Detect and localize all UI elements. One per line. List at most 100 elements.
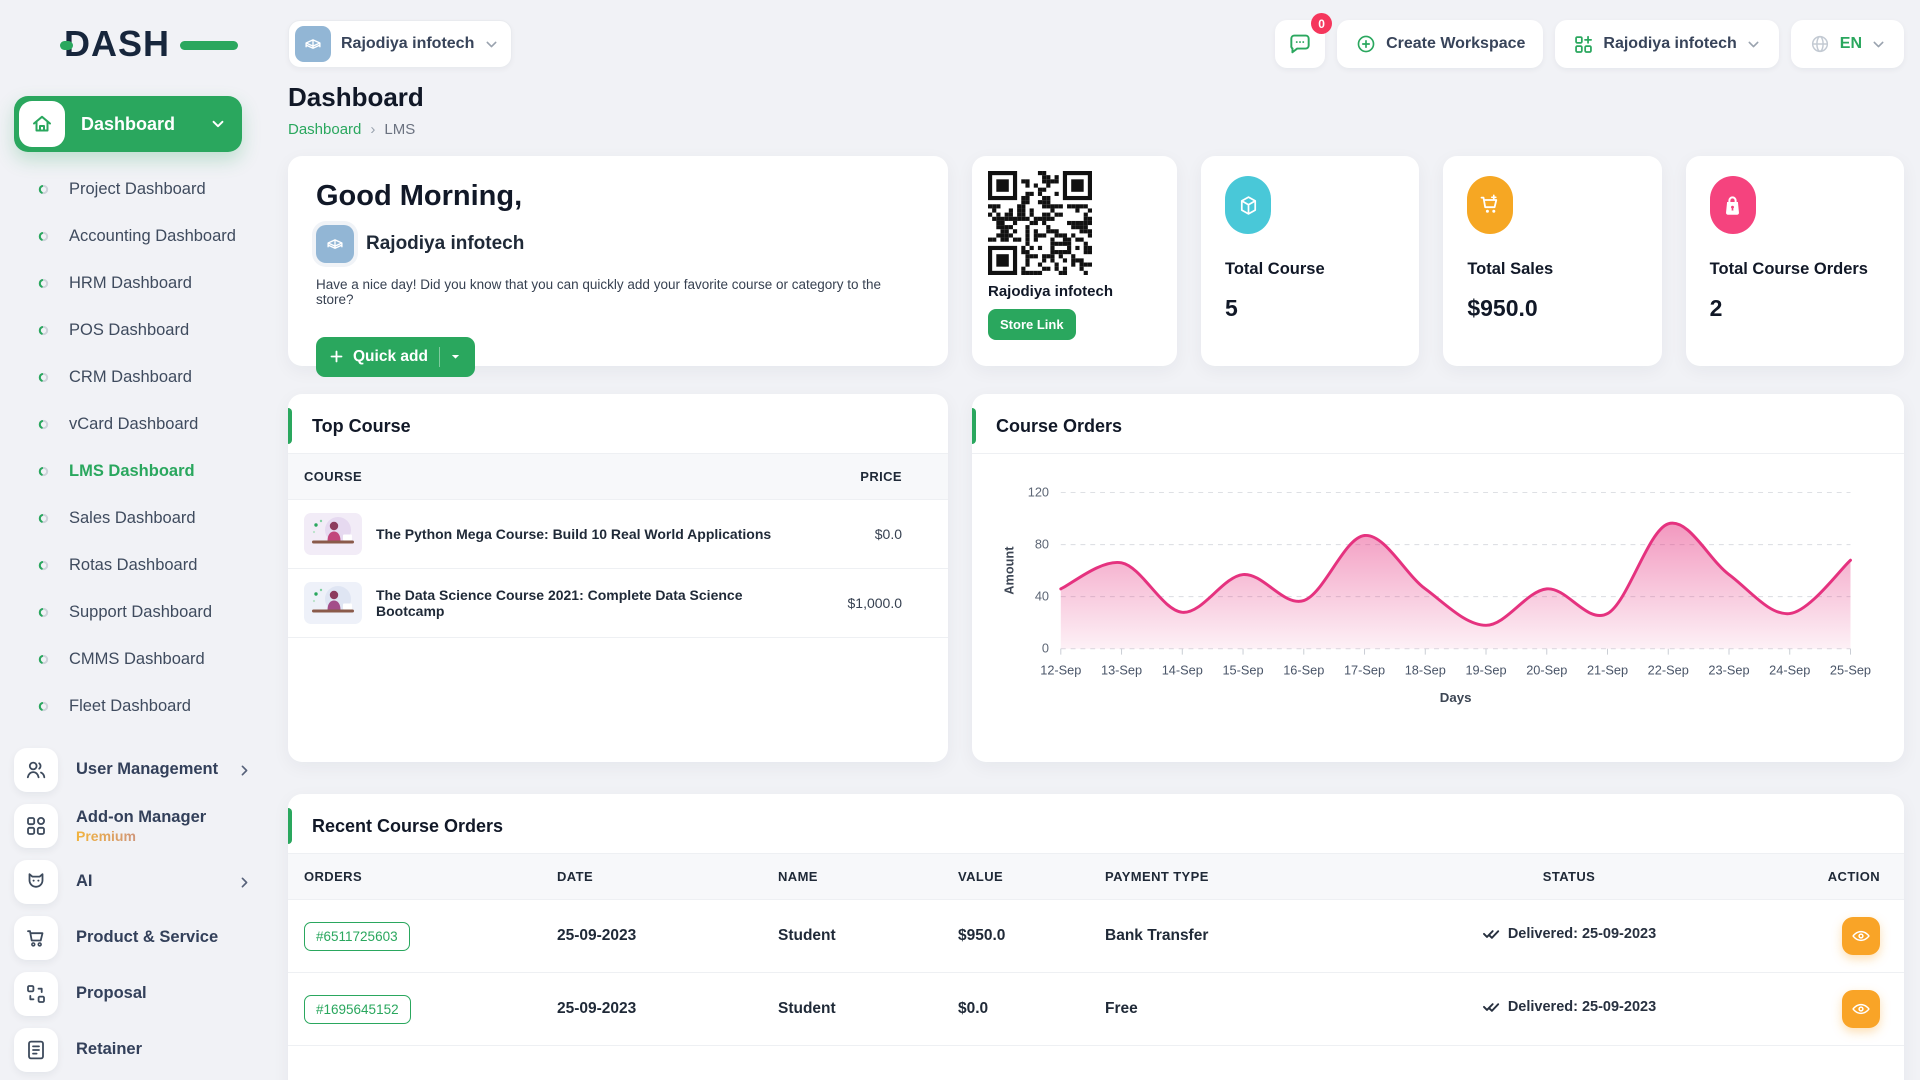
globe-icon	[1809, 33, 1831, 55]
sidebar-item-label: Proposal	[76, 984, 147, 1003]
view-order-button[interactable]	[1842, 917, 1880, 955]
order-name: Student	[762, 899, 942, 973]
chevron-right-icon	[237, 763, 252, 778]
grid-plus-icon	[1573, 34, 1594, 55]
sidebar-item-lms-dashboard[interactable]: LMS Dashboard	[0, 448, 272, 495]
chat-icon	[1287, 31, 1313, 57]
greeting-workspace: Rajodiya infotech	[316, 225, 920, 263]
sidebar-item-label: Product & Service	[76, 928, 219, 947]
chevron-down-icon	[210, 116, 226, 132]
course-thumbnail	[304, 582, 362, 624]
sidebar-item-retainer[interactable]: Retainer	[0, 1022, 272, 1078]
order-id-link[interactable]: #1695645152	[304, 994, 411, 1024]
sidebar-item-proposal[interactable]: Proposal	[0, 966, 272, 1022]
sidebar-item-accounting-dashboard[interactable]: Accounting Dashboard	[0, 213, 272, 260]
accent-bar	[288, 408, 292, 444]
top-course-table: COURSE PRICE The Python Mega Course: Bui…	[288, 454, 948, 638]
sidebar-item-pos-dashboard[interactable]: POS Dashboard	[0, 307, 272, 354]
sidebar-item-label: AI	[76, 872, 93, 891]
svg-text:15-Sep: 15-Sep	[1222, 662, 1263, 677]
sidebar-menu: User Management Add-on Manager Premium AI Pr…	[0, 742, 272, 1078]
sidebar-item-label: Accounting Dashboard	[69, 227, 236, 245]
quick-add-button[interactable]: Quick add	[316, 336, 475, 377]
svg-text:Amount: Amount	[1002, 546, 1017, 595]
bottom-row: Recent Course Orders ORDERS DATE NAME VA…	[288, 794, 1904, 1080]
sidebar-item-label: Rotas Dashboard	[69, 556, 198, 574]
order-status: Delivered: 25-09-2023	[1482, 997, 1656, 1016]
course-thumbnail	[304, 513, 362, 555]
sidebar-item-label: HRM Dashboard	[69, 274, 192, 292]
workspace-avatar	[295, 26, 331, 62]
sidebar-item-fleet-dashboard[interactable]: Fleet Dashboard	[0, 683, 272, 730]
order-id-link[interactable]: #6511725603	[304, 921, 410, 951]
top-course-row: The Python Mega Course: Build 10 Real Wo…	[288, 499, 948, 569]
retainer-icon	[14, 1028, 58, 1072]
column-header-name: NAME	[762, 854, 942, 900]
ai-icon	[14, 860, 58, 904]
ring-icon	[38, 184, 49, 195]
sidebar-item-label: Support Dashboard	[69, 603, 213, 621]
sidebar-item-product-service[interactable]: Product & Service	[0, 910, 272, 966]
view-order-button[interactable]	[1842, 990, 1880, 1028]
greeting-card: Good Morning, Rajodiya infotech Have a n…	[288, 156, 948, 377]
accent-bar	[288, 808, 292, 844]
svg-text:120: 120	[1028, 484, 1049, 499]
ring-icon	[38, 654, 49, 665]
create-workspace-button[interactable]: Create Workspace	[1337, 20, 1544, 68]
sidebar-item-support-dashboard[interactable]: Support Dashboard	[0, 589, 272, 636]
stat-label: Total Course Orders	[1709, 260, 1868, 278]
breadcrumb-dashboard-link[interactable]: Dashboard	[288, 121, 362, 138]
course-orders-header: Course Orders	[972, 394, 1904, 454]
column-header-orders: ORDERS	[288, 854, 541, 900]
sidebar-item-add-on-manager[interactable]: Add-on Manager Premium	[0, 798, 272, 854]
building-icon	[324, 233, 346, 255]
recent-orders-table: ORDERS DATE NAME VALUE PAYMENT TYPE STAT…	[288, 854, 1904, 1046]
chevron-right-icon	[237, 875, 252, 890]
sidebar: DASH Dashboard Project Dashboard Accounti…	[0, 0, 272, 1080]
sidebar-item-label: Fleet Dashboard	[69, 697, 191, 715]
plus-circle-icon	[1355, 33, 1377, 55]
svg-text:21-Sep: 21-Sep	[1587, 662, 1628, 677]
sidebar-item-sales-dashboard[interactable]: Sales Dashboard	[0, 495, 272, 542]
store-link-button[interactable]: Store Link	[988, 309, 1076, 340]
workspace-dropdown[interactable]: Rajodiya infotech	[1555, 20, 1779, 68]
course-price: $1,000.0	[798, 568, 948, 638]
ring-icon	[38, 419, 49, 430]
stat-label: Total Sales	[1467, 260, 1554, 278]
order-payment-type: Bank Transfer	[1089, 899, 1424, 973]
sidebar-item-ai[interactable]: AI	[0, 854, 272, 910]
column-header-course: COURSE	[288, 454, 798, 500]
language-label: EN	[1839, 35, 1862, 52]
messages-button[interactable]: 0	[1275, 13, 1333, 68]
sidebar-item-user-management[interactable]: User Management	[0, 742, 272, 798]
svg-text:22-Sep: 22-Sep	[1648, 662, 1689, 677]
topbar: Rajodiya infotech 0 Create Workspace Raj…	[288, 13, 1904, 68]
stat-label: Total Course	[1225, 260, 1325, 278]
breadcrumb-current: LMS	[384, 121, 416, 138]
sidebar-item-vcard-dashboard[interactable]: vCard Dashboard	[0, 401, 272, 448]
column-header-price: PRICE	[798, 454, 948, 500]
language-selector[interactable]: EN	[1790, 20, 1904, 68]
sidebar-item-hrm-dashboard[interactable]: HRM Dashboard	[0, 260, 272, 307]
logo-text: DASH	[64, 23, 171, 64]
app-logo[interactable]: DASH	[60, 22, 238, 66]
column-header-action: ACTION	[1714, 854, 1904, 900]
course-title: The Python Mega Course: Build 10 Real Wo…	[376, 526, 772, 542]
course-title: The Data Science Course 2021: Complete D…	[376, 587, 743, 619]
sidebar-item-dashboard[interactable]: Dashboard	[14, 96, 242, 152]
chevron-down-icon	[1871, 37, 1886, 52]
store-qr-card: Rajodiya infotech Store Link	[972, 156, 1177, 366]
svg-text:80: 80	[1035, 537, 1049, 552]
messages-badge: 0	[1311, 13, 1333, 34]
cart-icon	[1467, 176, 1514, 234]
sidebar-item-rotas-dashboard[interactable]: Rotas Dashboard	[0, 542, 272, 589]
svg-text:14-Sep: 14-Sep	[1162, 662, 1203, 677]
sidebar-item-crm-dashboard[interactable]: CRM Dashboard	[0, 354, 272, 401]
caret-down-icon	[449, 350, 462, 363]
svg-text:16-Sep: 16-Sep	[1283, 662, 1324, 677]
sidebar-item-project-dashboard[interactable]: Project Dashboard	[0, 166, 272, 213]
sidebar-item-cmms-dashboard[interactable]: CMMS Dashboard	[0, 636, 272, 683]
svg-text:25-Sep: 25-Sep	[1830, 662, 1871, 677]
order-status: Delivered: 25-09-2023	[1482, 924, 1656, 943]
workspace-chip[interactable]: Rajodiya infotech	[288, 20, 513, 68]
